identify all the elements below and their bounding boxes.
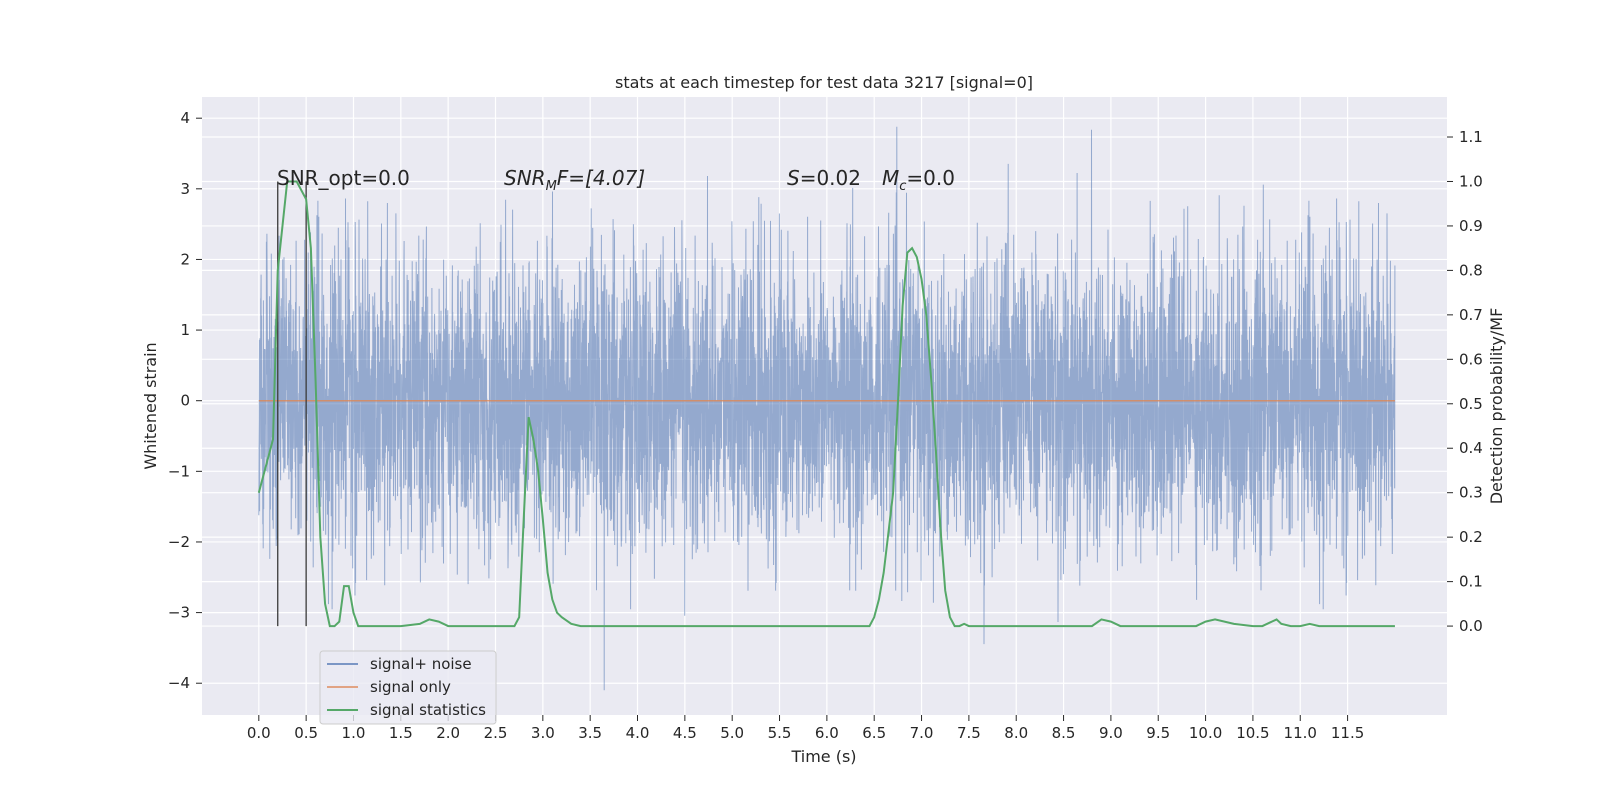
x-tick-label: 6.5 bbox=[862, 724, 886, 742]
x-tick-label: 10.0 bbox=[1189, 724, 1222, 742]
x-tick-label: 0.0 bbox=[247, 724, 271, 742]
x-tick-label: 11.0 bbox=[1284, 724, 1317, 742]
y-right-tick-label: 0.1 bbox=[1459, 573, 1483, 591]
annotation-mc-sub: c bbox=[899, 179, 906, 194]
y-tick-label: 2 bbox=[180, 250, 190, 268]
y-tick-label: 4 bbox=[180, 109, 190, 127]
y-right-tick-label: 0.6 bbox=[1459, 350, 1483, 368]
annotation-snr-mf-rest: F=[4.07] bbox=[557, 166, 645, 190]
x-tick-label: 10.5 bbox=[1236, 724, 1269, 742]
y-tick-label: 3 bbox=[180, 180, 190, 198]
x-tick-label: 11.5 bbox=[1331, 724, 1364, 742]
annotation-mc: Mc=0.0 bbox=[882, 166, 955, 194]
x-axis-ticks: 0.0 0.5 1.0 1.5 2.0 2.5 3.0 3.5 4.0 4.5 5.0 5.5 6.0 6… bbox=[247, 715, 1364, 742]
x-tick-label: 2.5 bbox=[484, 724, 508, 742]
annotation-mc-value: =0.0 bbox=[906, 166, 955, 190]
x-tick-label: 9.0 bbox=[1099, 724, 1123, 742]
x-tick-label: 8.0 bbox=[1004, 724, 1028, 742]
y-right-tick-label: 0.5 bbox=[1459, 395, 1483, 413]
x-tick-label: 7.0 bbox=[910, 724, 934, 742]
y-tick-label: 1 bbox=[180, 321, 190, 339]
y-right-tick-label: 0.0 bbox=[1459, 617, 1483, 635]
x-tick-label: 1.5 bbox=[389, 724, 413, 742]
x-tick-label: 5.0 bbox=[720, 724, 744, 742]
annotation-snr-mf-sub: M bbox=[546, 179, 557, 194]
annotation-mc-label: M bbox=[882, 166, 899, 190]
series-line-signal-noise bbox=[258, 126, 1396, 691]
y-axis-label: Whitened strain bbox=[141, 342, 160, 469]
y-right-tick-label: 0.4 bbox=[1459, 439, 1483, 457]
y-right-tick-label: 0.9 bbox=[1459, 217, 1483, 235]
chart-title: stats at each timestep for test data 321… bbox=[615, 73, 1033, 92]
y-right-tick-label: 0.2 bbox=[1459, 528, 1483, 546]
legend-box bbox=[319, 650, 497, 725]
legend-label-signal-statistics: signal statistics bbox=[370, 701, 486, 719]
x-tick-label: 6.0 bbox=[815, 724, 839, 742]
legend-label-signal-only: signal only bbox=[370, 678, 451, 696]
y-tick-label: 0 bbox=[180, 392, 190, 410]
x-tick-label: 9.5 bbox=[1146, 724, 1170, 742]
signal-statistics-series bbox=[257, 180, 1395, 628]
y-right-tick-label: 1.0 bbox=[1459, 172, 1483, 190]
y-tick-label: −3 bbox=[168, 604, 190, 622]
legend: signal+ noise signal only signal statist… bbox=[319, 650, 497, 725]
annotation-s-label: S bbox=[787, 166, 800, 190]
x-tick-label: 2.0 bbox=[436, 724, 460, 742]
y-right-tick-label: 0.8 bbox=[1459, 261, 1483, 279]
x-tick-label: 4.0 bbox=[626, 724, 650, 742]
x-tick-label: 4.5 bbox=[673, 724, 697, 742]
x-tick-label: 7.5 bbox=[957, 724, 981, 742]
annotation-snr-opt: SNR_opt=0.0 bbox=[277, 166, 410, 190]
y-right-axis-ticks: 0.0 0.1 0.2 0.3 0.4 0.5 0.6 0.7 0.8 0.9 1.0 1.1 bbox=[1447, 128, 1483, 635]
y-tick-label: −4 bbox=[168, 674, 190, 692]
annotation-s-value: =0.02 bbox=[800, 166, 861, 190]
x-tick-label: 3.5 bbox=[578, 724, 602, 742]
y-right-tick-label: 1.1 bbox=[1459, 128, 1483, 146]
x-axis-label: Time (s) bbox=[790, 747, 856, 766]
y-axis-ticks: −4 −3 −2 −1 0 1 2 3 4 bbox=[168, 109, 202, 692]
y-right-axis-label: Detection probability/MF bbox=[1487, 308, 1506, 505]
x-tick-label: 8.5 bbox=[1052, 724, 1076, 742]
x-tick-label: 5.5 bbox=[768, 724, 792, 742]
annotation-snr-mf: SNRMF=[4.07] bbox=[504, 166, 645, 194]
marker-lines bbox=[277, 181, 307, 627]
signal-noise-series bbox=[258, 126, 1396, 691]
annotation-snr-mf-base: SNR bbox=[504, 166, 546, 190]
x-tick-label: 0.5 bbox=[294, 724, 318, 742]
legend-label-signal-noise: signal+ noise bbox=[370, 655, 472, 673]
y-right-tick-label: 0.3 bbox=[1459, 484, 1483, 502]
y-right-tick-label: 0.7 bbox=[1459, 306, 1483, 324]
x-tick-label: 1.0 bbox=[342, 724, 366, 742]
y-tick-label: −1 bbox=[168, 462, 190, 480]
series-line-signal-statistics bbox=[257, 180, 1395, 628]
x-tick-label: 3.0 bbox=[531, 724, 555, 742]
annotation-s: S=0.02 bbox=[787, 166, 861, 190]
y-tick-label: −2 bbox=[168, 533, 190, 551]
